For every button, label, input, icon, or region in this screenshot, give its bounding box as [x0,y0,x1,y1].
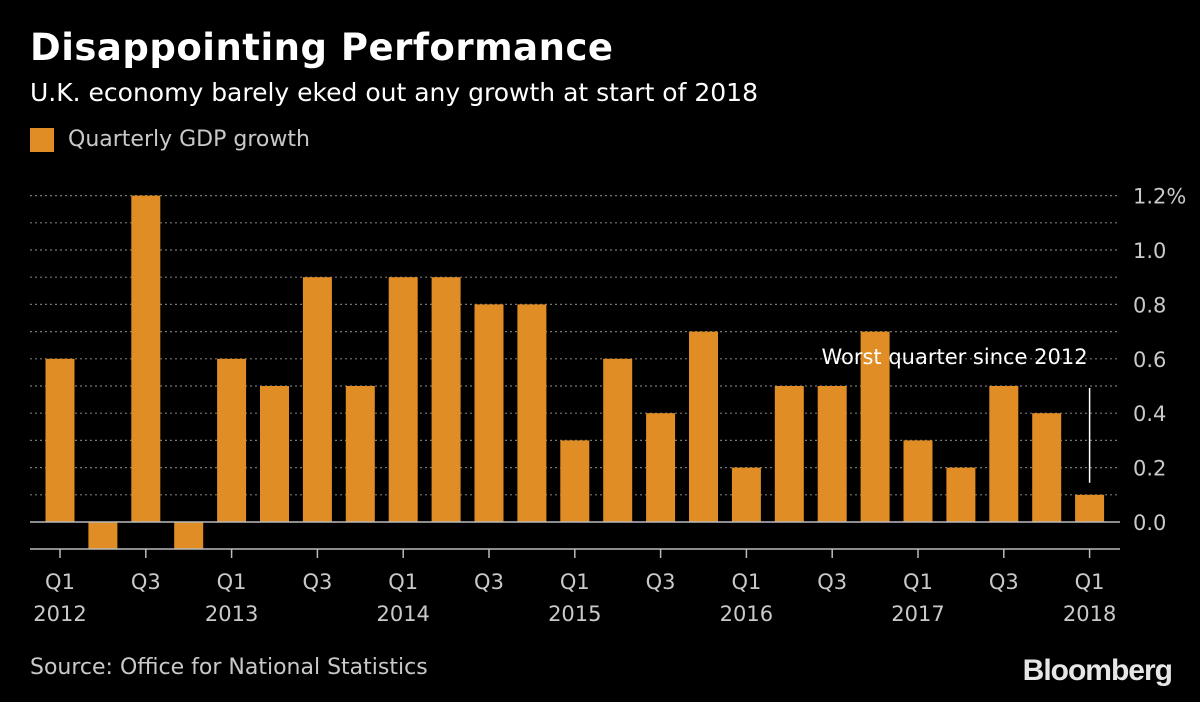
x-tick-label-quarter: Q1 [560,570,590,594]
y-tick-label: 0.0 [1133,511,1166,535]
bar [517,304,547,522]
x-tick-label-quarter: Q1 [388,570,418,594]
x-tick-label-year: 2018 [1063,602,1116,626]
chart-subtitle: U.K. economy barely eked out any growth … [30,78,758,107]
annotation-label: Worst quarter since 2012 [821,345,1087,369]
source-note: Source: Office for National Statistics [30,655,428,680]
bar [731,467,761,522]
x-tick-label-quarter: Q1 [731,570,761,594]
x-tick-label-quarter: Q1 [45,570,75,594]
bloomberg-logo: Bloomberg [1022,654,1173,687]
bar [174,522,204,550]
bar [646,413,676,522]
x-tick-label-year: 2014 [376,602,429,626]
x-tick-label-year: 2015 [548,602,601,626]
bar [388,277,418,522]
bar [302,277,332,522]
bar [817,386,847,522]
x-tick-label-quarter: Q3 [989,570,1019,594]
bar [217,358,247,522]
x-tick-label-quarter: Q3 [646,570,676,594]
y-tick-label: 0.4 [1133,402,1166,426]
bar [345,386,375,522]
bar [45,358,75,522]
bar [946,467,976,522]
x-tick-label-year: 2017 [891,602,944,626]
bar [1075,494,1105,522]
x-tick-label-year: 2013 [205,602,258,626]
x-tick-label-year: 2012 [33,602,86,626]
chart-title: Disappointing Performance [30,26,614,69]
legend: Quarterly GDP growth [30,127,310,152]
y-tick-label: 1.0 [1133,239,1166,263]
y-tick-label: 0.6 [1133,348,1166,372]
legend-label: Quarterly GDP growth [68,127,310,152]
x-tick-label-quarter: Q1 [1075,570,1105,594]
bar [88,522,118,550]
x-tick-label-quarter: Q3 [302,570,332,594]
x-tick-label-quarter: Q3 [131,570,161,594]
bar [860,331,890,522]
legend-swatch [30,127,54,152]
bar [260,386,289,522]
x-tick-label-quarter: Q3 [817,570,847,594]
bar [989,386,1019,522]
x-tick-label-quarter: Q3 [474,570,504,594]
bar [903,440,933,522]
bar [474,304,504,522]
bar [603,358,633,522]
x-tick-label-year: 2016 [720,602,773,626]
bar [1032,413,1062,522]
bar [431,277,461,522]
y-tick-label: 0.2 [1133,457,1166,481]
bar [774,386,804,522]
y-tick-label: 1.2% [1133,185,1186,209]
bar [689,331,718,522]
x-tick-label-quarter: Q1 [217,570,247,594]
bar [131,195,161,522]
x-tick-label-quarter: Q1 [903,570,933,594]
y-tick-label: 0.8 [1133,293,1166,317]
bar [560,440,590,522]
